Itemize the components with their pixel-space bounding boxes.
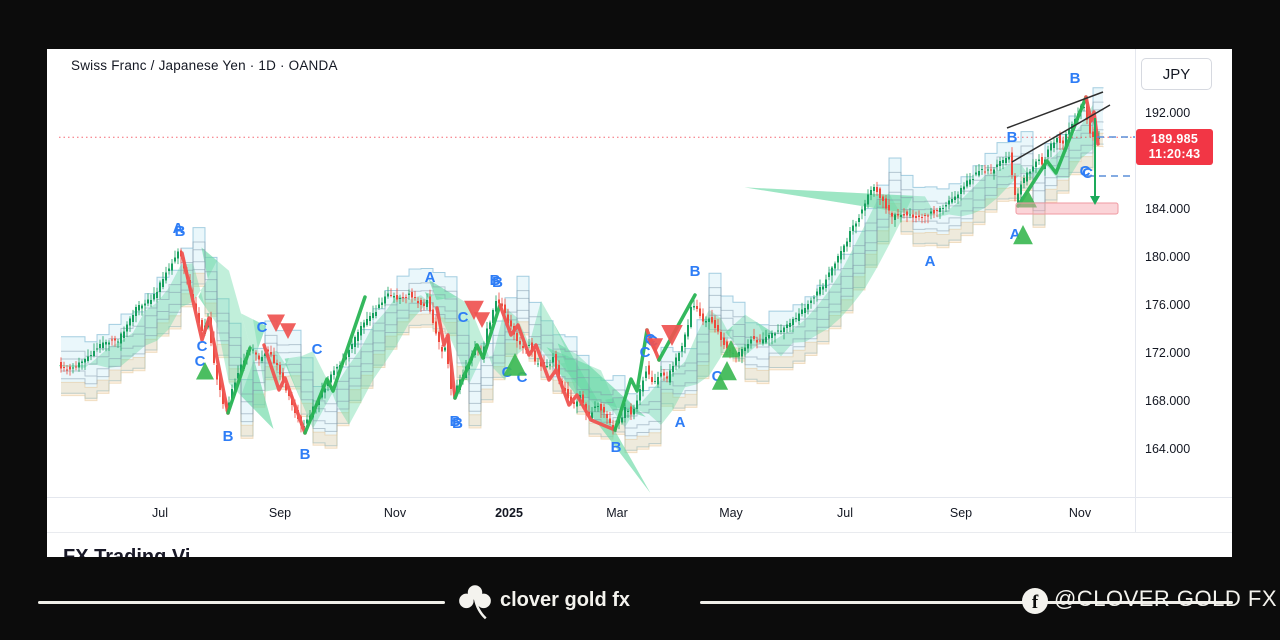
bottom-strip: FX Trading Vi: [47, 533, 1232, 557]
time-tick: Sep: [949, 506, 973, 520]
time-tick: Jul: [837, 506, 853, 520]
time-tick: Sep: [268, 506, 292, 520]
price-tick: 180.000: [1145, 250, 1191, 264]
svg-text:C: C: [458, 309, 469, 326]
svg-text:C: C: [312, 341, 323, 358]
price-axis-separator: [1135, 49, 1136, 532]
svg-text:B: B: [223, 428, 234, 445]
svg-text:A: A: [925, 253, 936, 270]
svg-text:C: C: [517, 369, 528, 386]
svg-text:C: C: [197, 338, 208, 355]
brand-name: clover gold fx: [500, 589, 631, 611]
time-tick: Nov: [383, 506, 407, 520]
svg-text:B: B: [450, 413, 461, 430]
footer-divider-right: [700, 601, 1233, 604]
svg-text:C: C: [257, 319, 268, 336]
svg-text:A: A: [425, 269, 436, 286]
price-tick: 168.000: [1145, 394, 1191, 408]
countdown-timer: 11:20:43: [1148, 147, 1201, 161]
svg-text:C: C: [640, 344, 651, 361]
svg-text:B: B: [300, 446, 311, 463]
facebook-icon[interactable]: f: [1022, 588, 1048, 614]
svg-text:B: B: [452, 415, 463, 432]
footer-divider-left: [38, 601, 445, 604]
svg-text:C: C: [712, 368, 723, 385]
time-tick: Mar: [606, 506, 628, 520]
svg-text:C: C: [195, 353, 206, 370]
candlestick-chart[interactable]: ABCCBCCBABBCBBCCBACCCBCAABBCC: [38, 49, 1135, 497]
clipped-caption: FX Trading Vi: [63, 546, 191, 557]
svg-text:C: C: [1082, 165, 1093, 182]
symbol-title[interactable]: Swiss Franc / Japanese Yen · 1D · OANDA: [71, 58, 338, 73]
last-price-value: 189.985: [1150, 132, 1199, 146]
svg-text:B: B: [611, 439, 622, 456]
svg-text:B: B: [175, 223, 186, 240]
svg-text:B: B: [1070, 70, 1081, 87]
svg-text:A: A: [1010, 226, 1021, 243]
clover-icon: [459, 585, 491, 620]
svg-text:B: B: [1007, 129, 1018, 146]
svg-text:C: C: [1080, 163, 1091, 180]
time-tick: Nov: [1068, 506, 1092, 520]
price-tick: 176.000: [1145, 298, 1191, 312]
svg-text:B: B: [490, 272, 501, 289]
chart-card: Swiss Franc / Japanese Yen · 1D · OANDA …: [38, 49, 1232, 557]
time-tick: 2025: [495, 506, 523, 520]
price-tick: 192.000: [1145, 106, 1191, 120]
chart-plot-area[interactable]: ABCCBCCBABBCBBCCBACCCBCAABBCC: [38, 49, 1135, 497]
price-tick: 164.000: [1145, 442, 1191, 456]
price-tick: 184.000: [1145, 202, 1191, 216]
social-handle[interactable]: @CLOVER GOLD FX: [1054, 586, 1277, 611]
branding-footer: clover gold fx f @CLOVER GOLD FX: [0, 557, 1280, 640]
svg-text:A: A: [675, 414, 686, 431]
svg-text:B: B: [690, 263, 701, 280]
price-tick: 172.000: [1145, 346, 1191, 360]
time-axis[interactable]: Jul Sep Nov 2025 Mar May Jul Sep Nov: [59, 498, 1135, 532]
currency-button[interactable]: JPY: [1141, 58, 1212, 90]
svg-text:B: B: [492, 274, 503, 291]
time-tick: Jul: [152, 506, 168, 520]
price-axis[interactable]: 192.000 184.000 180.000 176.000 172.000 168.0…: [1136, 49, 1232, 497]
card-bottom-border: [47, 532, 1232, 533]
svg-text:A: A: [173, 220, 184, 237]
last-price-badge: 189.985 11:20:43: [1136, 129, 1213, 165]
time-axis-separator: [47, 497, 1232, 498]
time-tick: May: [719, 506, 743, 520]
